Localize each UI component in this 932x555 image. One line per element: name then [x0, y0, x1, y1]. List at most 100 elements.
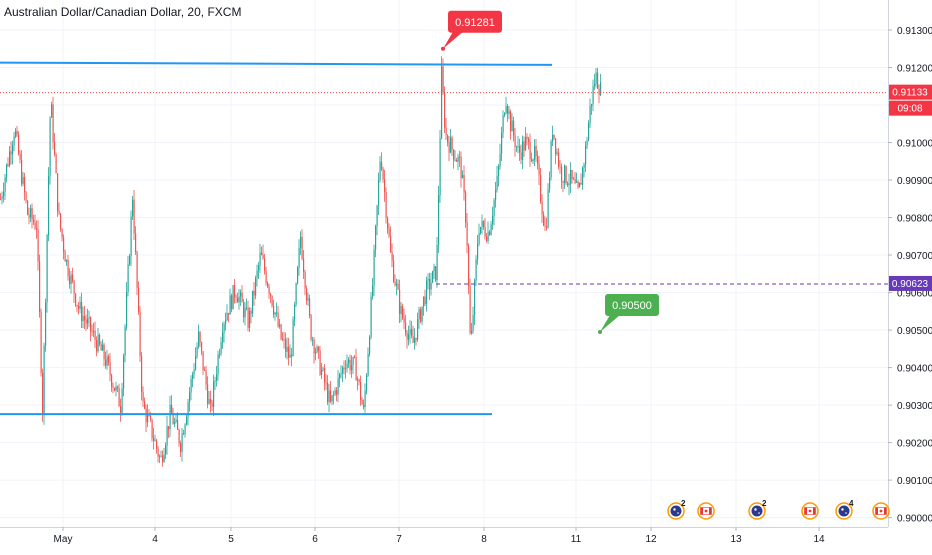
- candle: [51, 101, 53, 118]
- resistance[interactable]: [0, 61, 553, 66]
- y-tick-label: 0.90400: [897, 364, 932, 375]
- candle: [334, 387, 336, 397]
- candle: [85, 314, 87, 331]
- x-tick-label: 6: [312, 534, 318, 545]
- candle: [249, 307, 251, 333]
- candle: [576, 172, 578, 183]
- event-au-4[interactable]: 4: [835, 499, 854, 520]
- symbol-title[interactable]: Australian Dollar/Canadian Dollar, 20, F…: [4, 5, 242, 19]
- candle: [174, 418, 176, 428]
- candle: [118, 383, 120, 407]
- candle: [318, 345, 320, 360]
- candle: [580, 173, 582, 185]
- high-callout[interactable]: 0.91281: [441, 10, 502, 51]
- target-callout[interactable]: 0.90500: [598, 293, 659, 334]
- candle: [478, 223, 480, 247]
- candle: [145, 404, 147, 433]
- price-axis[interactable]: 0.913000.912000.911000.910000.909000.908…: [888, 26, 932, 525]
- event-ca[interactable]: [697, 502, 715, 520]
- candle: [199, 330, 201, 348]
- candle: [502, 110, 504, 139]
- candle: [78, 302, 80, 315]
- candle: [537, 150, 539, 170]
- candle: [394, 274, 396, 287]
- candle: [238, 289, 240, 310]
- candle: [313, 337, 315, 364]
- candle: [36, 220, 38, 239]
- candles: [0, 56, 602, 467]
- candle: [229, 288, 231, 315]
- candle: [420, 306, 422, 324]
- candle: [109, 352, 111, 382]
- candle: [141, 351, 143, 401]
- candle: [592, 79, 594, 112]
- svg-text:4: 4: [849, 499, 854, 508]
- candle: [99, 333, 101, 347]
- candle: [360, 375, 362, 406]
- candle: [100, 341, 102, 351]
- x-tick-label: 11: [571, 534, 582, 545]
- candle: [1, 191, 3, 205]
- event-ca-b[interactable]: [801, 502, 819, 520]
- candle: [528, 136, 530, 150]
- candle: [405, 314, 407, 337]
- candle: [277, 305, 279, 328]
- candle: [120, 398, 122, 422]
- economic-events[interactable]: 2 2 4: [667, 499, 890, 520]
- candle: [531, 152, 533, 163]
- candle: [327, 375, 329, 406]
- candle: [285, 332, 287, 358]
- candle: [447, 134, 449, 147]
- candle: [87, 308, 89, 330]
- candle: [373, 244, 375, 296]
- candle: [114, 387, 116, 392]
- candle: [294, 301, 296, 327]
- candle: [519, 138, 521, 161]
- candle: [426, 276, 428, 312]
- candle: [153, 427, 155, 450]
- event-au-2[interactable]: 2: [667, 499, 686, 520]
- candle: [283, 331, 285, 349]
- candle: [412, 325, 414, 344]
- drawing-lines[interactable]: [0, 61, 888, 416]
- candle: [286, 337, 288, 360]
- candle: [355, 348, 357, 381]
- candle: [561, 163, 563, 189]
- candle: [28, 207, 30, 225]
- candle: [330, 380, 332, 404]
- candle: [189, 386, 191, 412]
- candle: [258, 261, 260, 280]
- y-tick-label: 0.90900: [897, 176, 932, 187]
- candle: [181, 427, 183, 462]
- candle: [130, 210, 132, 267]
- candle: [45, 298, 47, 352]
- candle: [33, 214, 35, 226]
- candle: [343, 360, 345, 375]
- event-au-2b[interactable]: 2: [748, 499, 767, 520]
- candle: [457, 153, 459, 171]
- candle: [409, 320, 411, 344]
- candle: [435, 266, 437, 283]
- candle: [408, 325, 410, 346]
- candle: [291, 348, 293, 367]
- candle: [159, 454, 161, 464]
- candle: [456, 157, 458, 162]
- candle: [82, 306, 84, 329]
- candle: [469, 278, 471, 335]
- candle: [84, 305, 86, 329]
- event-ca-c[interactable]: [872, 502, 890, 520]
- candle: [279, 319, 281, 329]
- candle: [396, 278, 398, 296]
- time-axis[interactable]: May 4 5 6 7 8 11 12 13 14: [54, 527, 825, 545]
- candle: [205, 365, 207, 391]
- candle: [63, 234, 65, 260]
- candle: [126, 282, 128, 331]
- callouts[interactable]: 0.91281 0.90500: [441, 10, 659, 334]
- candle: [556, 148, 558, 157]
- candle: [510, 109, 512, 140]
- candle: [226, 304, 228, 322]
- candle: [462, 170, 464, 179]
- candle: [474, 278, 476, 325]
